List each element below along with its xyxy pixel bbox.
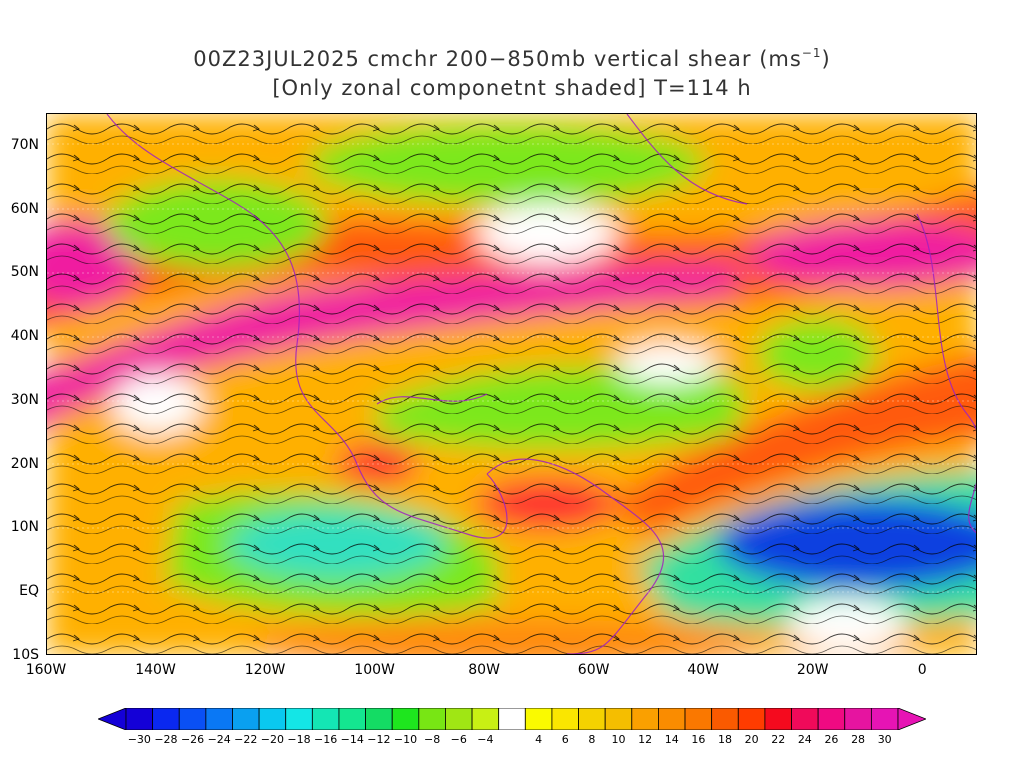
colorbar-label: 28 <box>851 733 866 746</box>
colorbar-swatch <box>152 708 180 730</box>
lon-label: 100W <box>354 662 395 678</box>
colorbar-swatch <box>391 708 420 730</box>
colorbar-label: −22 <box>234 733 258 746</box>
shear-map <box>46 113 977 655</box>
colorbar-label: −12 <box>367 733 391 746</box>
colorbar-label: −6 <box>450 733 467 746</box>
colorbar-swatch <box>524 708 553 730</box>
lon-label: 20W <box>796 662 829 678</box>
colorbar-label: 30 <box>877 733 892 746</box>
colorbar <box>98 708 926 730</box>
colorbar-label: −28 <box>154 733 178 746</box>
colorbar-label: 20 <box>744 733 759 746</box>
coastlines <box>106 114 976 654</box>
colorbar-swatch <box>551 708 579 730</box>
colorbar-swatch <box>178 708 207 730</box>
colorbar-swatch <box>258 708 287 730</box>
lon-label: 0 <box>917 662 927 678</box>
colorbar-label: 18 <box>717 733 732 746</box>
colorbar-label: 26 <box>824 733 839 746</box>
colorbar-swatch <box>631 708 659 730</box>
lat-label: 40N <box>10 328 39 345</box>
colorbar-label: 12 <box>638 733 653 746</box>
colorbar-label: −4 <box>477 733 494 746</box>
colorbar-swatch <box>817 708 846 730</box>
lat-label: 50N <box>10 264 39 281</box>
colorbar-label: −8 <box>424 733 441 746</box>
colorbar-label: 14 <box>664 733 679 746</box>
colorbar-label: −24 <box>207 733 231 746</box>
lon-label: 40W <box>687 662 720 678</box>
colorbar-label: 6 <box>561 733 569 746</box>
colorbar-swatch <box>311 708 340 730</box>
colorbar-swatch <box>658 708 686 730</box>
colorbar-swatch <box>285 708 313 730</box>
colorbar-swatch <box>232 708 260 730</box>
colorbar-swatch <box>471 708 500 730</box>
lon-label: 60W <box>577 662 610 678</box>
colorbar-swatch <box>338 708 366 730</box>
colorbar-swatch <box>604 708 633 730</box>
colorbar-swatch <box>737 708 766 730</box>
colorbar-label: 8 <box>588 733 596 746</box>
lon-label: 120W <box>244 662 286 678</box>
colorbar-label: 4 <box>535 733 543 746</box>
lon-label: 140W <box>135 662 176 678</box>
colorbar-swatch <box>498 708 526 730</box>
colorbar-swatch <box>445 708 473 730</box>
lat-label: 20N <box>10 455 39 472</box>
chart-title-line2: [Only zonal componetnt shaded] T=114 h <box>272 76 752 100</box>
colorbar-swatch <box>711 708 739 730</box>
lat-label: 30N <box>10 391 39 408</box>
colorbar-label: 10 <box>611 733 626 746</box>
chart-title-line1: 00Z23JUL2025 cmchr 200−850mb vertical sh… <box>193 46 831 71</box>
colorbar-label: −16 <box>314 733 338 746</box>
colorbar-end-left <box>98 708 127 730</box>
lat-label: 70N <box>10 136 39 153</box>
colorbar-label: −30 <box>127 733 151 746</box>
colorbar-label: −10 <box>393 733 418 746</box>
colorbar-swatch <box>418 708 446 730</box>
lat-label: 10N <box>10 519 39 536</box>
colorbar-label: −26 <box>180 733 205 746</box>
colorbar-end-right <box>897 708 926 730</box>
colorbar-swatch <box>791 708 819 730</box>
lon-label: 160W <box>25 662 67 678</box>
lat-label: 10S <box>12 647 39 663</box>
colorbar-swatch <box>125 708 154 730</box>
colorbar-swatch <box>844 708 872 730</box>
colorbar-label: −20 <box>260 733 285 746</box>
lat-label: 60N <box>10 200 39 217</box>
colorbar-swatch <box>684 708 713 730</box>
colorbar-label: −18 <box>287 733 311 746</box>
colorbar-label: −14 <box>340 733 364 746</box>
grid-lines <box>47 143 976 593</box>
colorbar-swatch <box>764 708 792 730</box>
colorbar-swatch <box>365 708 393 730</box>
colorbar-swatch <box>578 708 606 730</box>
streamlines <box>47 114 976 654</box>
colorbar-swatch <box>205 708 233 730</box>
lon-label: 80W <box>468 662 500 678</box>
colorbar-label: 22 <box>771 733 786 746</box>
colorbar-label: 24 <box>797 733 812 746</box>
lat-label: EQ <box>19 583 39 600</box>
colorbar-label: 16 <box>691 733 706 746</box>
colorbar-swatch <box>870 708 899 730</box>
